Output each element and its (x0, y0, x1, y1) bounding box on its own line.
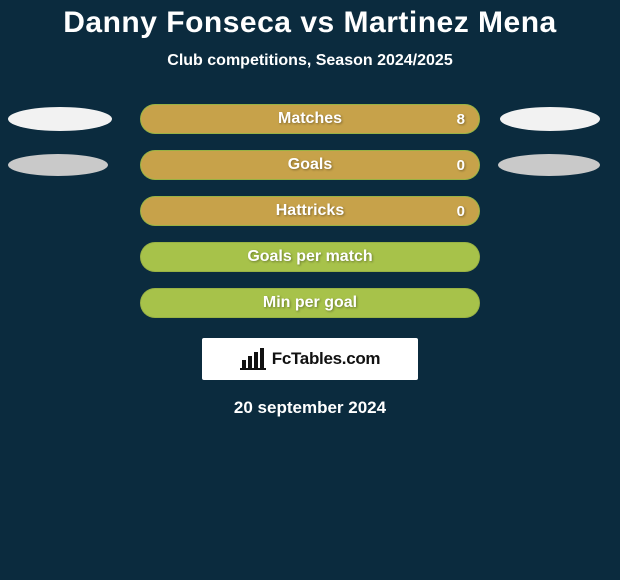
stat-value-right: 8 (457, 111, 465, 128)
bar-chart-icon (240, 348, 266, 370)
player-marker-left (8, 154, 108, 176)
stat-label: Min per goal (263, 294, 357, 312)
subtitle: Club competitions, Season 2024/2025 (0, 52, 620, 70)
stat-bar: Goals per match (140, 242, 480, 272)
stats-container: Matches 8 Goals 0 Hattricks 0 (0, 104, 620, 318)
stat-value-right: 0 (457, 203, 465, 220)
stat-row: Min per goal (0, 288, 620, 318)
page-title: Danny Fonseca vs Martinez Mena (0, 0, 620, 40)
stat-bar: Hattricks 0 (140, 196, 480, 226)
stat-row: Goals per match (0, 242, 620, 272)
logo-box: FcTables.com (202, 338, 418, 380)
player-marker-right (498, 154, 600, 176)
stat-label: Hattricks (276, 202, 344, 220)
stat-bar: Min per goal (140, 288, 480, 318)
footer-date: 20 september 2024 (0, 398, 620, 418)
stat-row: Matches 8 (0, 104, 620, 134)
player-marker-left (8, 107, 112, 131)
stat-row: Hattricks 0 (0, 196, 620, 226)
stat-label: Matches (278, 110, 342, 128)
stat-label: Goals (288, 156, 332, 174)
player-marker-right (500, 107, 600, 131)
stat-value-right: 0 (457, 157, 465, 174)
logo-text: FcTables.com (272, 349, 381, 369)
stat-row: Goals 0 (0, 150, 620, 180)
stat-label: Goals per match (247, 248, 372, 266)
stat-bar: Matches 8 (140, 104, 480, 134)
comparison-card: Danny Fonseca vs Martinez Mena Club comp… (0, 0, 620, 580)
stat-bar: Goals 0 (140, 150, 480, 180)
